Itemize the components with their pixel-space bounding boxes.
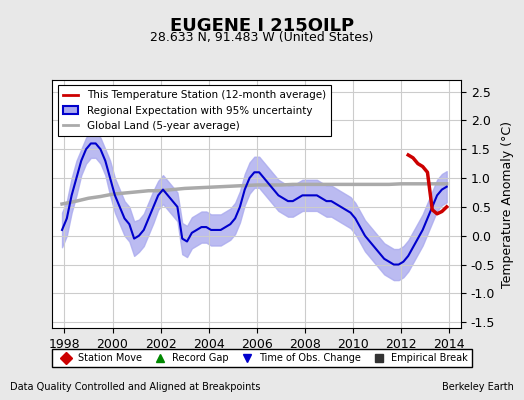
Y-axis label: Temperature Anomaly (°C): Temperature Anomaly (°C) [501,120,514,288]
Text: EUGENE I 215OILP: EUGENE I 215OILP [170,17,354,35]
Text: 28.633 N, 91.483 W (United States): 28.633 N, 91.483 W (United States) [150,32,374,44]
Text: Berkeley Earth: Berkeley Earth [442,382,514,392]
Legend: This Temperature Station (12-month average), Regional Expectation with 95% uncer: This Temperature Station (12-month avera… [58,85,331,136]
Text: Data Quality Controlled and Aligned at Breakpoints: Data Quality Controlled and Aligned at B… [10,382,261,392]
Legend: Station Move, Record Gap, Time of Obs. Change, Empirical Break: Station Move, Record Gap, Time of Obs. C… [52,349,472,367]
